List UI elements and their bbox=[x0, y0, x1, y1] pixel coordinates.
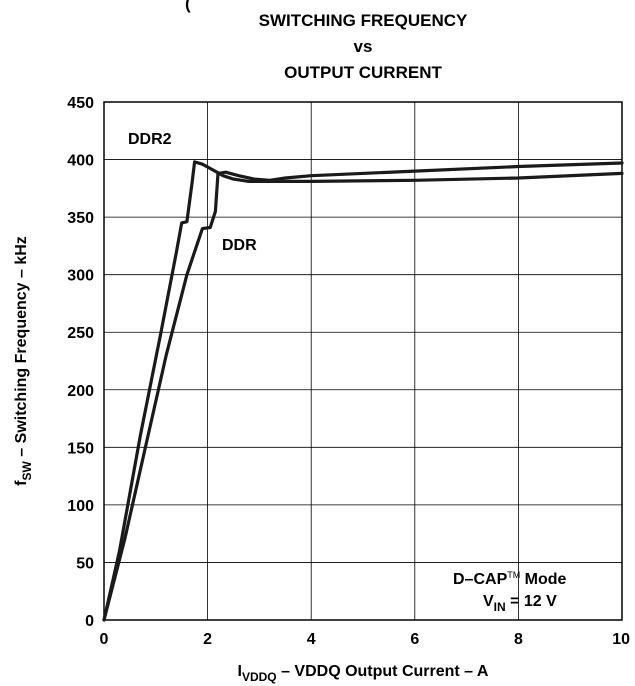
y-tick-label: 350 bbox=[67, 210, 94, 227]
x-tick-label: 10 bbox=[612, 631, 630, 648]
y-tick-label: 150 bbox=[67, 440, 94, 457]
mode-annotation: D–CAPTM Mode bbox=[453, 570, 567, 588]
top-fragment: ( bbox=[185, 0, 191, 13]
series-line-ddr bbox=[102, 161, 624, 622]
series-group bbox=[102, 160, 624, 622]
y-tick-label: 50 bbox=[76, 555, 94, 572]
y-tick-labels: 0 50 100 150 200 250 300 350 400 450 bbox=[67, 95, 94, 630]
x-tick-label: 6 bbox=[410, 631, 419, 648]
y-tick-label: 450 bbox=[67, 95, 94, 112]
x-tick-label: 2 bbox=[203, 631, 212, 648]
chart-title-line-3: OUTPUT CURRENT bbox=[284, 63, 442, 82]
x-tick-label: 8 bbox=[514, 631, 523, 648]
x-tick-label: 0 bbox=[100, 631, 109, 648]
series-line-ddr2 bbox=[102, 160, 624, 622]
x-axis-label: IVDDQ – VDDQ Output Current – A bbox=[238, 663, 489, 684]
chart-title-line-2: vs bbox=[354, 37, 373, 56]
chart-title-line-1: SWITCHING FREQUENCY bbox=[259, 11, 468, 30]
ddr-annotation: DDR bbox=[222, 237, 257, 254]
y-tick-label: 300 bbox=[67, 268, 94, 285]
y-tick-label: 100 bbox=[67, 498, 94, 515]
y-tick-label: 0 bbox=[85, 613, 94, 630]
y-tick-label: 250 bbox=[67, 325, 94, 342]
y-tick-label: 400 bbox=[67, 153, 94, 170]
y-tick-label: 200 bbox=[67, 383, 94, 400]
ddr2-annotation: DDR2 bbox=[128, 131, 172, 148]
vin-annotation: VIN = 12 V bbox=[483, 593, 557, 614]
y-axis-label: fSW – Switching Frequency – kHz bbox=[13, 236, 34, 486]
x-tick-labels: 0 2 4 6 8 10 bbox=[100, 631, 631, 648]
x-tick-label: 4 bbox=[307, 631, 316, 648]
plot-frame bbox=[103, 101, 623, 621]
